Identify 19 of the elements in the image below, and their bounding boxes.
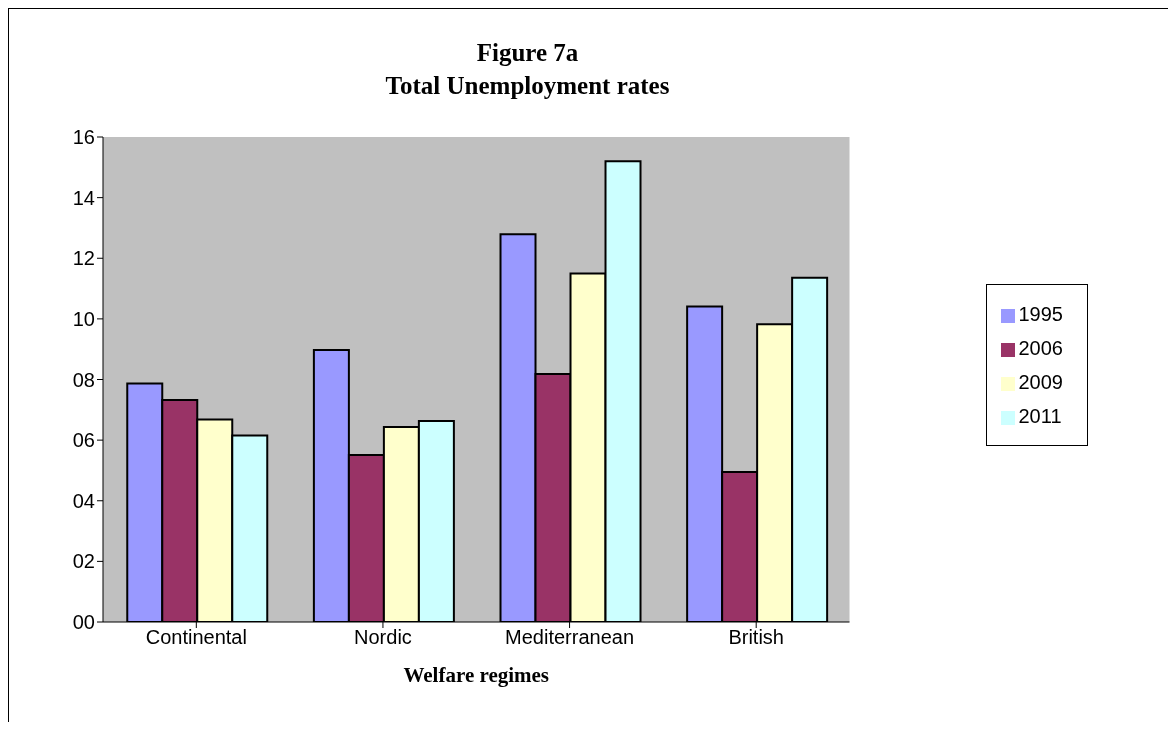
legend-label: 2009 (1018, 371, 1063, 393)
legend-label: 1995 (1018, 303, 1063, 325)
chart-title: Figure 7a Total Unemployment rates (384, 38, 671, 101)
x-axis-title: Welfare regimes (403, 663, 550, 687)
y-tick-label: 08 (72, 368, 95, 391)
x-tick-label: Nordic (354, 626, 412, 649)
y-tick-label: 06 (72, 429, 95, 452)
y-tick-label: 02 (72, 550, 95, 573)
y-tick-label: 14 (72, 186, 95, 209)
y-tick-label: 12 (72, 247, 95, 270)
legend-label: 2011 (1018, 405, 1062, 427)
y-tick-label: 00 (72, 611, 95, 634)
y-tick-label: 04 (72, 489, 95, 512)
y-tick-label: 10 (72, 307, 95, 330)
x-tick-label: British (728, 626, 784, 649)
legend-label: 2006 (1018, 337, 1063, 359)
x-tick-label: Continental (145, 626, 247, 649)
y-tick-label: 16 (72, 126, 95, 149)
x-tick-label: Mediterranean (505, 626, 635, 649)
